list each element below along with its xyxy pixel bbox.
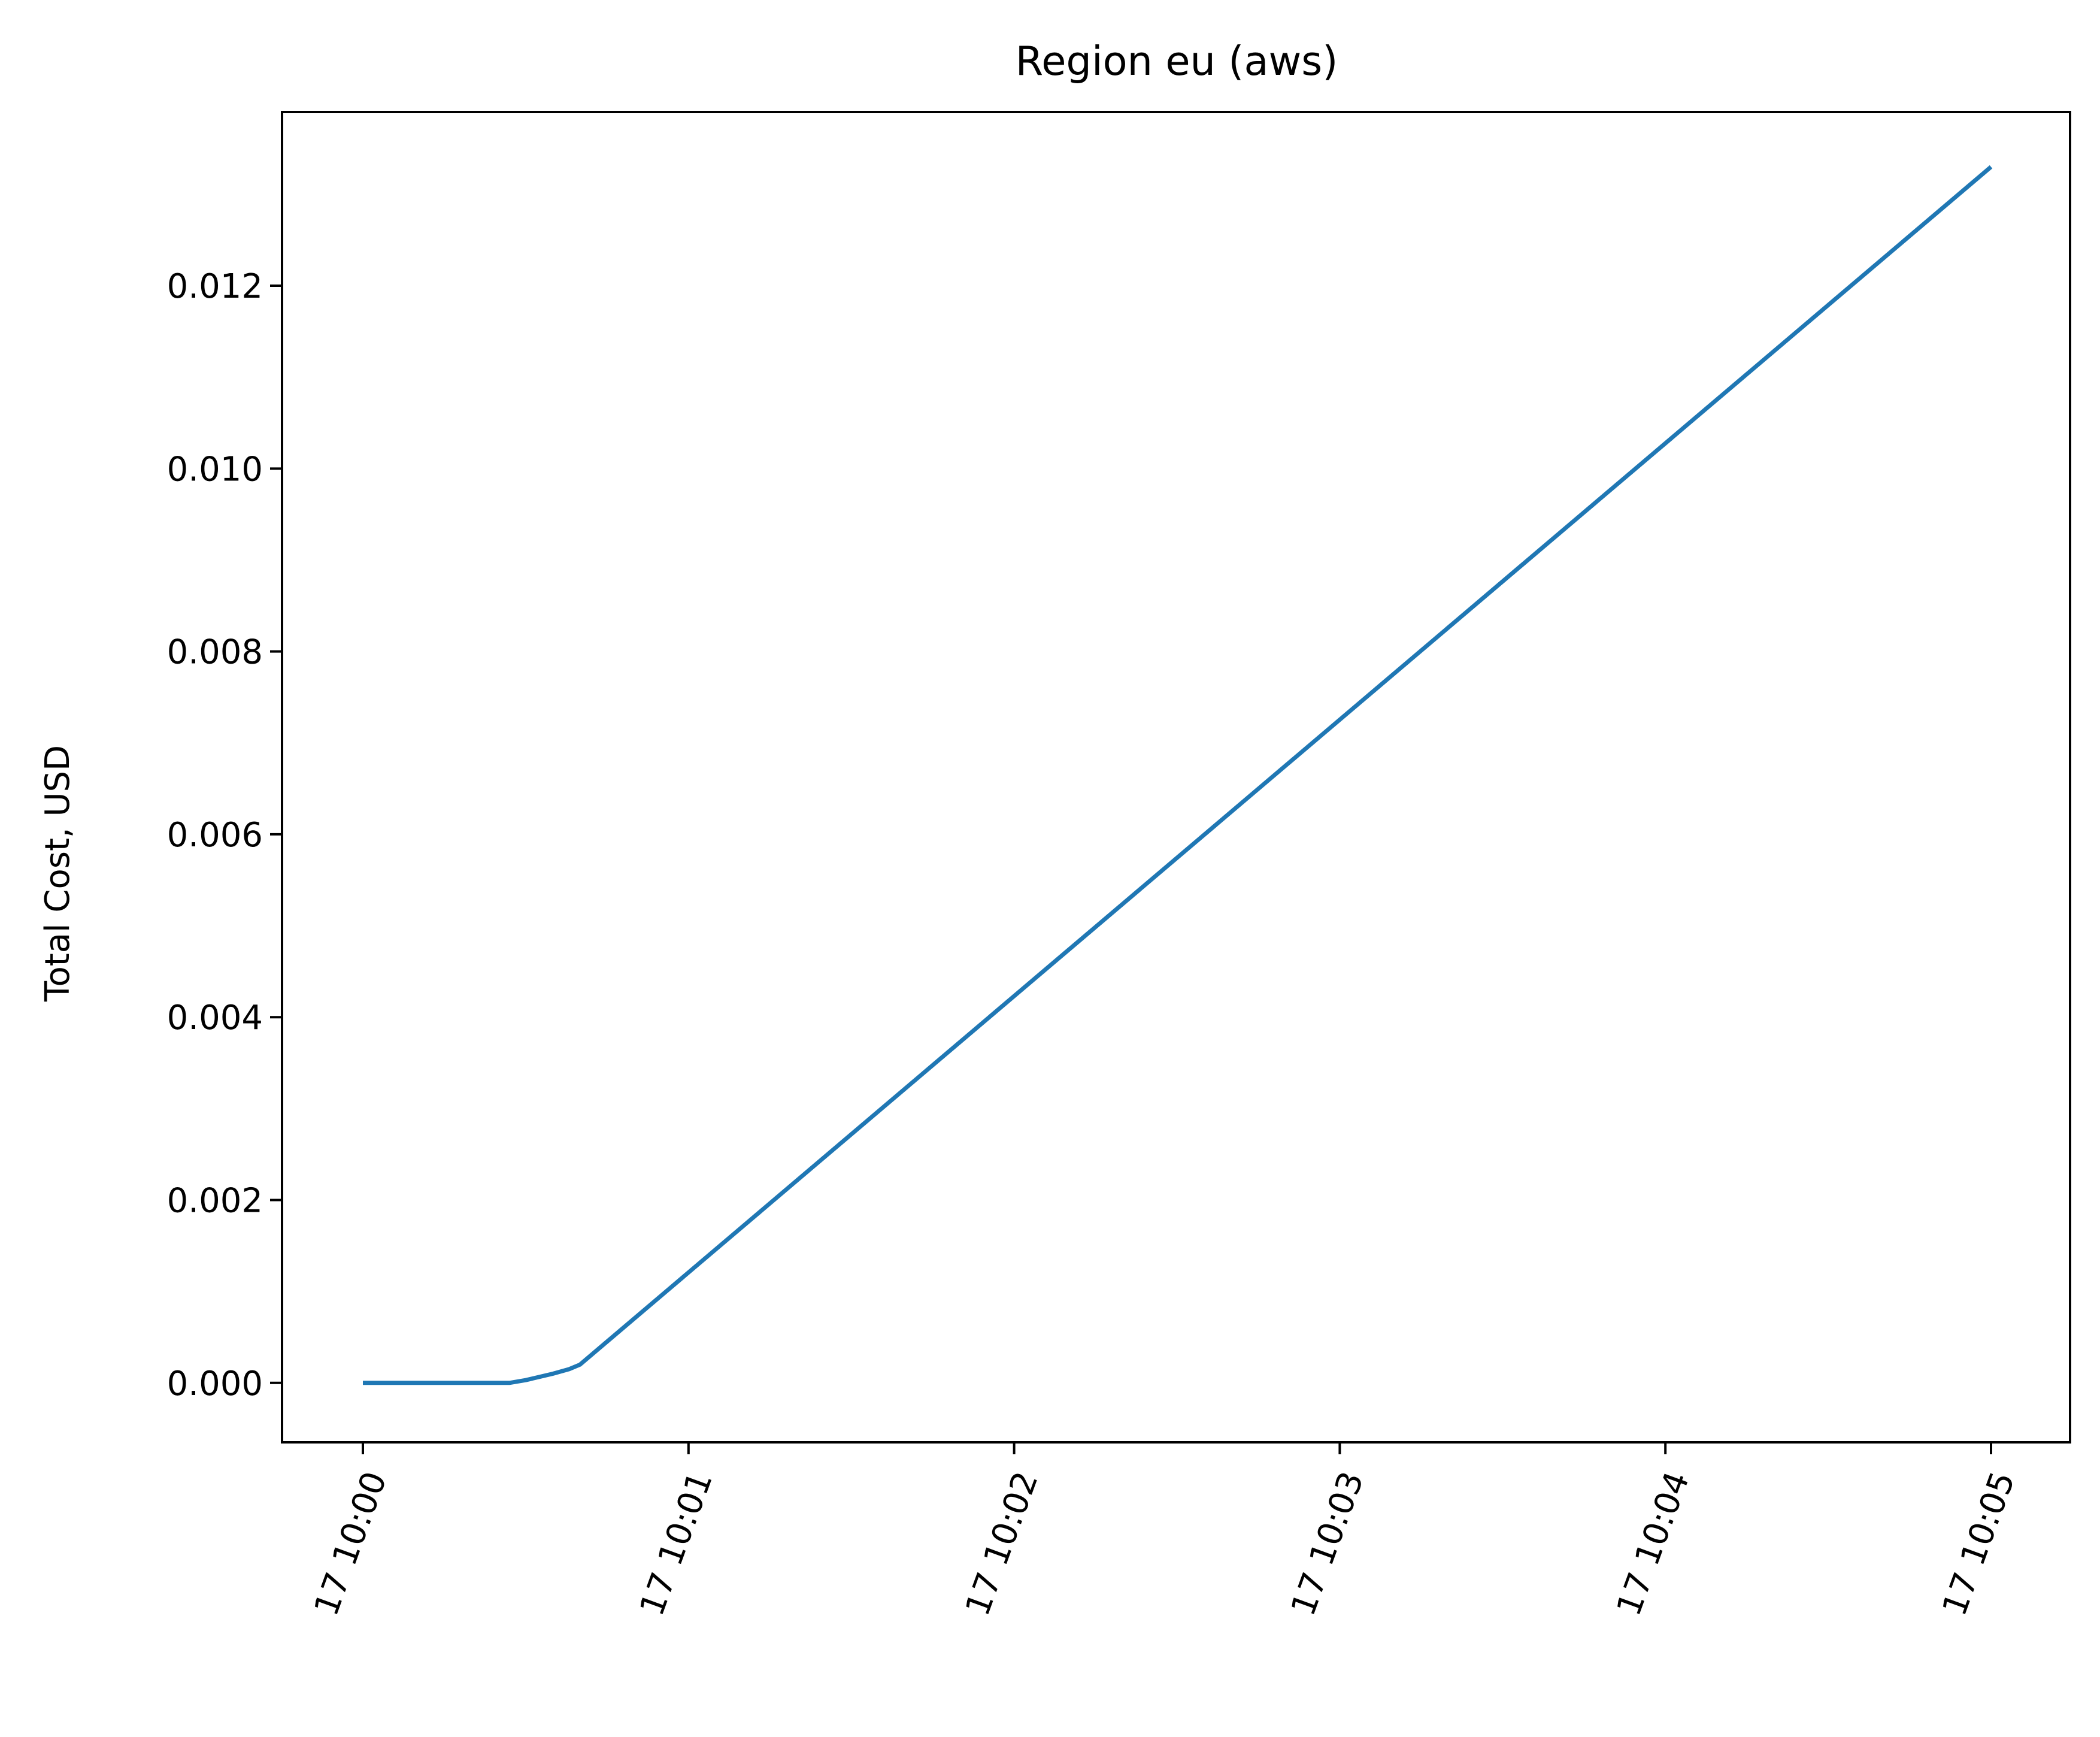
y-tick-label: 0.010 [167, 450, 263, 489]
y-tick-label: 0.006 [167, 816, 263, 855]
y-axis-title: Total Cost, USD [38, 745, 77, 1002]
y-tick-label: 0.000 [167, 1364, 263, 1403]
series-line [363, 165, 1993, 1385]
y-axis: 0.000 0.002 0.004 0.006 0.008 0.010 0.012 [167, 267, 282, 1403]
plot-frame [281, 111, 2071, 1444]
y-tick-label: 0.002 [167, 1181, 263, 1220]
y-tick-label: 0.008 [167, 633, 263, 672]
y-tick-label: 0.004 [167, 998, 263, 1037]
plot-series [363, 165, 1993, 1385]
chart-title: Region eu (aws) [1016, 38, 1338, 84]
y-tick-label: 0.012 [167, 267, 263, 306]
